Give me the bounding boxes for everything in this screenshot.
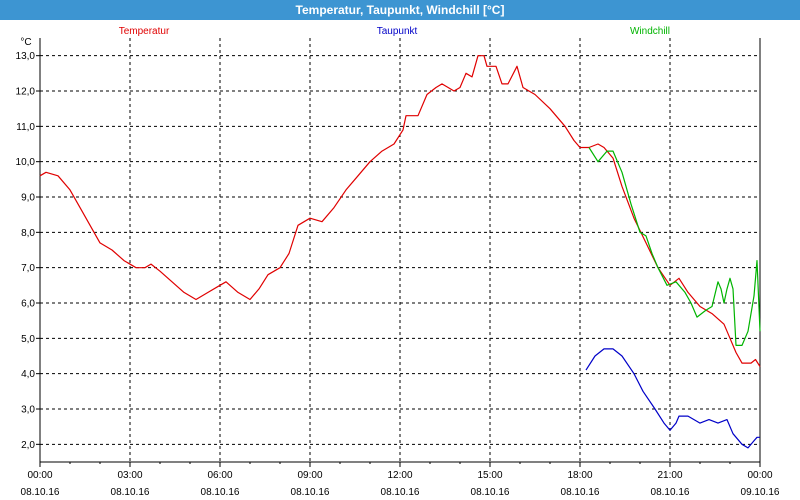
y-tick-label: 13,0 — [16, 51, 36, 62]
y-tick-label: 10,0 — [16, 157, 36, 168]
tick-labels: 2,0 3,0 4,0 5,0 6,0 7,0 8,0 9,0 10,0 11,0 12,0 13,0… — [16, 37, 780, 498]
y-tick-label: 7,0 — [21, 263, 35, 274]
grid — [40, 38, 760, 462]
y-tick-label: 3,0 — [21, 405, 35, 416]
y-tick-label: 2,0 — [21, 440, 35, 451]
window-title: Temperatur, Taupunkt, Windchill [°C] — [0, 0, 800, 20]
x-tick-label-time: 15:00 — [477, 470, 502, 481]
x-tick-label-time: 12:00 — [387, 470, 412, 481]
y-tick-label: 11,0 — [16, 122, 35, 133]
legend-label-temperatur: Temperatur — [119, 26, 170, 37]
x-tick-label-time: 09:00 — [297, 470, 322, 481]
y-tick-label: 4,0 — [21, 369, 35, 380]
x-tick-label-date: 09.10.16 — [741, 487, 780, 498]
series-line-temperatur — [39, 55, 761, 367]
x-tick-label-date: 08.10.16 — [651, 487, 690, 498]
series-line-taupunkt — [585, 348, 760, 449]
line-chart: 2,0 3,0 4,0 5,0 6,0 7,0 8,0 9,0 10,0 11,0 12,0 13,0… — [0, 20, 800, 500]
x-tick-label-time: 21:00 — [657, 470, 682, 481]
legend-label-taupunkt: Taupunkt — [377, 26, 418, 37]
x-tick-label-date: 08.10.16 — [21, 487, 60, 498]
x-tick-label-date: 08.10.16 — [201, 487, 240, 498]
x-tick-label-date: 08.10.16 — [111, 487, 150, 498]
x-tick-label-time: 06:00 — [207, 470, 232, 481]
x-tick-label-date: 08.10.16 — [381, 487, 420, 498]
series-lines — [39, 55, 761, 449]
y-tick-label: 5,0 — [21, 334, 35, 345]
x-tick-label-date: 08.10.16 — [291, 487, 330, 498]
legend: Temperatur Taupunkt Windchill — [119, 26, 670, 37]
x-tick-label-date: 08.10.16 — [561, 487, 600, 498]
x-tick-label-time: 03:00 — [117, 470, 142, 481]
y-tick-label: 8,0 — [21, 228, 35, 239]
x-tick-label-time: 18:00 — [567, 470, 592, 481]
x-tick-label-date: 08.10.16 — [471, 487, 510, 498]
axes — [36, 38, 761, 467]
series-line-windchill — [588, 147, 761, 346]
x-tick-label-time: 00:00 — [27, 470, 52, 481]
y-tick-label: 12,0 — [16, 87, 36, 98]
legend-label-windchill: Windchill — [630, 26, 670, 37]
x-tick-label-time: 00:00 — [747, 470, 772, 481]
y-tick-label: 6,0 — [21, 299, 35, 310]
y-axis-label: °C — [20, 37, 31, 48]
y-tick-label: 9,0 — [21, 193, 35, 204]
